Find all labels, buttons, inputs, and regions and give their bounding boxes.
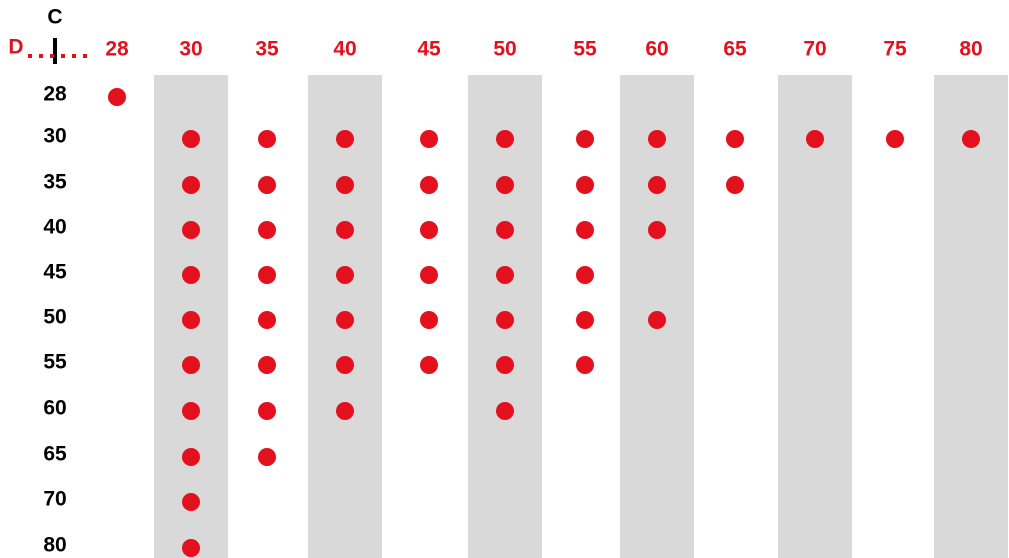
availability-dot <box>336 311 354 329</box>
availability-dot <box>182 493 200 511</box>
row-label: 80 <box>43 534 66 557</box>
column-label: 35 <box>255 38 279 61</box>
availability-dot <box>182 356 200 374</box>
column-stripe <box>778 75 852 558</box>
row-label: 45 <box>43 261 67 284</box>
column-stripe <box>934 75 1008 558</box>
availability-dot <box>258 266 276 284</box>
row-label: 30 <box>43 125 66 148</box>
column-label: 40 <box>333 38 356 61</box>
column-label: 60 <box>645 38 668 61</box>
column-label: 75 <box>883 38 907 61</box>
availability-dot <box>182 221 200 239</box>
column-label: 30 <box>179 38 202 61</box>
availability-dot <box>182 539 200 557</box>
availability-dot <box>886 130 904 148</box>
availability-dot <box>496 402 514 420</box>
column-label: 45 <box>417 38 441 61</box>
availability-dot <box>496 311 514 329</box>
availability-dot <box>726 130 744 148</box>
availability-dot <box>420 176 438 194</box>
row-label: 70 <box>43 488 66 511</box>
availability-dot <box>420 221 438 239</box>
availability-dot <box>576 356 594 374</box>
availability-dot <box>648 176 666 194</box>
column-label: 65 <box>723 38 747 61</box>
row-label: 55 <box>43 351 67 374</box>
availability-dot <box>258 221 276 239</box>
availability-dot <box>182 266 200 284</box>
availability-dot <box>108 88 126 106</box>
row-label: 35 <box>43 171 67 194</box>
column-label: 50 <box>493 38 516 61</box>
availability-dot <box>576 266 594 284</box>
availability-dot <box>336 356 354 374</box>
availability-dot <box>182 448 200 466</box>
availability-dot <box>496 356 514 374</box>
availability-dot <box>420 356 438 374</box>
availability-dot <box>420 311 438 329</box>
row-label: 65 <box>43 443 67 466</box>
row-label: 28 <box>43 83 67 106</box>
availability-dot <box>648 311 666 329</box>
column-label: 28 <box>105 38 129 61</box>
availability-dot <box>258 130 276 148</box>
availability-dot <box>336 130 354 148</box>
availability-dot <box>496 266 514 284</box>
availability-dot <box>576 130 594 148</box>
availability-dot <box>258 402 276 420</box>
column-label: 80 <box>959 38 982 61</box>
availability-dot <box>962 130 980 148</box>
availability-dot <box>182 311 200 329</box>
availability-dot <box>182 130 200 148</box>
row-label: 40 <box>43 216 66 239</box>
column-axis-label: D <box>8 36 23 59</box>
availability-dot <box>420 266 438 284</box>
availability-dot <box>336 266 354 284</box>
availability-dot <box>648 221 666 239</box>
row-label: 60 <box>43 397 66 420</box>
availability-dot <box>726 176 744 194</box>
availability-dot <box>496 176 514 194</box>
availability-dot <box>182 402 200 420</box>
availability-dot <box>496 221 514 239</box>
column-label: 70 <box>803 38 826 61</box>
availability-dot <box>258 176 276 194</box>
availability-dot <box>336 402 354 420</box>
column-label: 55 <box>573 38 597 61</box>
availability-dot <box>336 221 354 239</box>
availability-dot <box>576 311 594 329</box>
availability-dot <box>182 176 200 194</box>
availability-dot <box>420 130 438 148</box>
row-label: 50 <box>43 306 66 329</box>
availability-dot <box>496 130 514 148</box>
availability-dot <box>258 311 276 329</box>
availability-dot <box>258 356 276 374</box>
availability-dot <box>336 176 354 194</box>
availability-dot <box>576 221 594 239</box>
row-axis-label: C <box>47 6 62 29</box>
availability-dot <box>258 448 276 466</box>
availability-dot <box>648 130 666 148</box>
availability-dot <box>576 176 594 194</box>
availability-dot <box>806 130 824 148</box>
